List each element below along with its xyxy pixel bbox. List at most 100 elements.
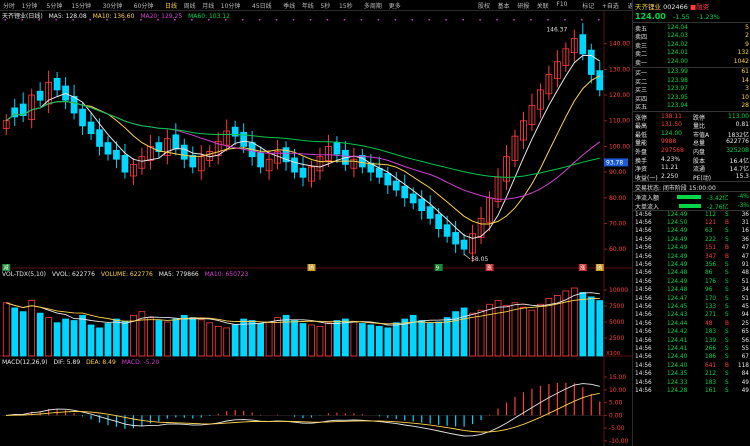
stat-label: PE(动) bbox=[693, 174, 712, 182]
tick-time: 14:56 bbox=[635, 287, 652, 294]
period-tab[interactable]: 30分钟 bbox=[102, 3, 123, 10]
candle-body bbox=[511, 135, 519, 161]
stat-value: 14.7亿 bbox=[729, 166, 749, 174]
ma60-line bbox=[5, 100, 600, 178]
tick-price: 124.41 bbox=[667, 337, 688, 344]
ask-price: 124.04 bbox=[667, 23, 688, 31]
period-tab[interactable]: 年线 bbox=[301, 3, 314, 10]
toolbar-tab[interactable]: 标记 bbox=[582, 3, 595, 10]
current-price-tag-bg bbox=[604, 158, 628, 167]
tick-direction: S bbox=[725, 295, 729, 302]
flow-label: 净流入额 bbox=[635, 194, 660, 202]
ask-volume: 9 bbox=[745, 40, 749, 48]
candle-body bbox=[401, 185, 409, 199]
signal-dot bbox=[275, 19, 278, 21]
vol-ma10-label: MA10: 650723 bbox=[204, 271, 249, 278]
candle-body bbox=[87, 121, 95, 134]
stat-row: 收益(一) 2.250 PE(动) 15.3 bbox=[633, 173, 750, 182]
volume-bar bbox=[358, 323, 366, 357]
candle-body bbox=[291, 157, 298, 173]
period-tab[interactable]: 多周期 bbox=[363, 3, 382, 10]
tick-volume: 212 bbox=[705, 371, 717, 378]
period-tab[interactable]: 更多 bbox=[388, 3, 401, 10]
volume-axis-label: 5000 bbox=[609, 319, 624, 326]
volume-bar bbox=[460, 307, 468, 357]
volume-unit-label: X100 bbox=[606, 351, 621, 357]
candle-body bbox=[265, 158, 273, 172]
period-tab[interactable]: 季线 bbox=[283, 3, 296, 10]
volume-bar bbox=[96, 327, 103, 357]
candle-body bbox=[587, 49, 595, 75]
signal-dot bbox=[598, 19, 600, 21]
tick-direction: B bbox=[725, 253, 729, 260]
ask-level-label: 卖二 bbox=[635, 51, 648, 59]
period-tab[interactable]: 15分钟 bbox=[71, 3, 92, 10]
volume-bar bbox=[392, 322, 400, 357]
toolbar-tab[interactable]: 关联 bbox=[536, 3, 549, 10]
price-summary: 124.00 -1.55 -1.23% bbox=[635, 12, 720, 21]
tick-price: 124.47 bbox=[667, 295, 688, 302]
toolbar-tab[interactable]: 基本 bbox=[497, 3, 510, 10]
stat-value: 325208 bbox=[726, 146, 749, 154]
candle-body bbox=[553, 61, 561, 79]
tick-direction: B bbox=[725, 245, 729, 252]
period-tab[interactable]: 60分钟 bbox=[133, 3, 154, 10]
vol-indicator-name: VOL-TDX(5,10) bbox=[2, 271, 47, 278]
flow-row: 大单流入 -2.76亿 -3% bbox=[633, 202, 750, 211]
period-tab[interactable]: 月线 bbox=[202, 3, 215, 10]
ask-price: 124.03 bbox=[667, 32, 688, 40]
tick-price: 124.43 bbox=[667, 312, 688, 319]
period-tab[interactable]: 10分钟 bbox=[220, 3, 241, 10]
event-marker-label: 扬 bbox=[597, 264, 603, 272]
kline-chart[interactable]: 140.00130.00120.00110.00100.0090.0080.00… bbox=[0, 10, 632, 446]
candle-body bbox=[358, 155, 366, 168]
toolbar-tab[interactable]: 股权 bbox=[478, 3, 491, 10]
period-tab[interactable]: 45日线 bbox=[252, 3, 272, 10]
period-tab[interactable]: 1分钟 bbox=[21, 3, 38, 10]
stat-row: 最低 124.00 市值A 1832亿 bbox=[633, 130, 750, 139]
toolbar-tab[interactable]: 研报 bbox=[517, 3, 530, 10]
price-change: -1.55 bbox=[672, 13, 690, 21]
bid-row: 买一 123.99 61 bbox=[633, 68, 750, 77]
signal-dot bbox=[258, 19, 261, 21]
tick-volume: 347 bbox=[705, 253, 717, 260]
volume-bar bbox=[375, 326, 383, 357]
signal-dot bbox=[241, 19, 244, 21]
tick-volume: 133 bbox=[705, 304, 717, 310]
stat-value: 16.4亿 bbox=[729, 157, 749, 165]
volume-bar bbox=[36, 312, 44, 357]
candle-body bbox=[240, 131, 248, 147]
period-tab[interactable]: 15秒 bbox=[339, 3, 353, 10]
stat-row: 量能 9988 总量 622776 bbox=[633, 138, 750, 147]
ask-level-label: 卖一 bbox=[635, 59, 648, 67]
candle-body bbox=[325, 146, 332, 161]
panel-divider bbox=[633, 210, 750, 212]
volume-bar bbox=[180, 314, 188, 357]
high-price-annotation: 146.37 bbox=[546, 27, 567, 34]
volume-bar bbox=[503, 305, 510, 357]
period-tab[interactable]: 5秒 bbox=[320, 3, 331, 10]
toolbar-tab[interactable]: F10 bbox=[556, 1, 568, 8]
candle-body bbox=[443, 224, 451, 237]
price-axis-label: 60.00 bbox=[609, 246, 626, 253]
period-tab[interactable]: 日线 bbox=[165, 3, 178, 10]
tick-direction: S bbox=[725, 388, 729, 394]
volume-bar bbox=[274, 317, 281, 357]
stat-label: 市值A bbox=[693, 131, 710, 139]
candle-body bbox=[409, 193, 417, 204]
period-tab[interactable]: 5分钟 bbox=[46, 3, 63, 10]
tick-volume: 121 bbox=[705, 220, 717, 226]
period-tab[interactable]: 分时 bbox=[3, 3, 16, 10]
toolbar-tab[interactable]: +自选 bbox=[601, 3, 619, 10]
tick-time: 14:56 bbox=[635, 337, 652, 344]
tick-volume: 183 bbox=[705, 329, 717, 336]
period-tab[interactable]: 周线 bbox=[183, 3, 196, 10]
price-axis-label: 100.00 bbox=[609, 143, 630, 150]
tick-price: 124.49 bbox=[667, 278, 688, 285]
tick-direction: B bbox=[725, 220, 729, 226]
trade-status-row: 交易状态: 闭市阶段 15:00:00 bbox=[633, 183, 750, 192]
candle-body bbox=[375, 167, 383, 178]
macd-axis-label: 0.00 bbox=[609, 412, 623, 419]
volume-bar bbox=[435, 321, 443, 357]
signal-dot bbox=[38, 19, 40, 21]
